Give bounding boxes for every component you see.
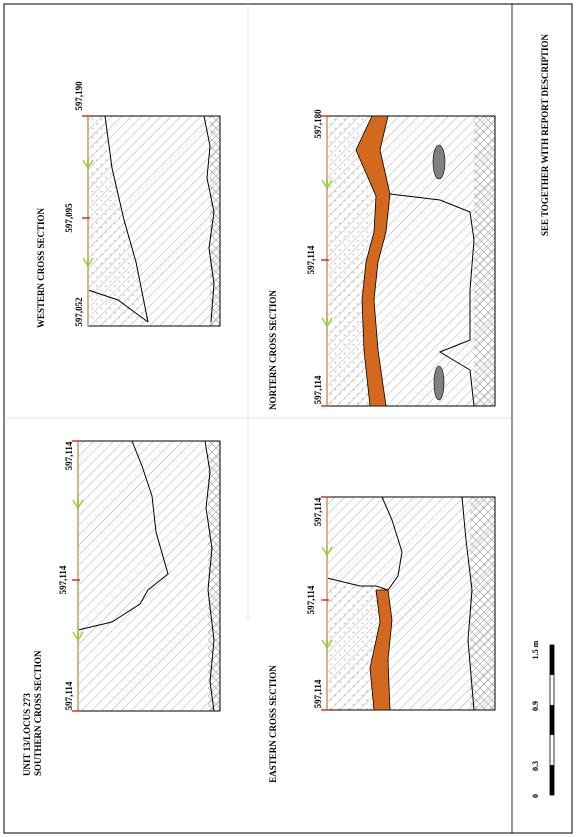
- scale-bar: 0 0.3 0.9 1.5 m: [531, 640, 555, 798]
- western-upper-fill: [88, 116, 148, 322]
- western-elev-left: 597,052: [74, 297, 84, 327]
- northern-elev-right: 597,180: [313, 109, 323, 139]
- eastern-lower-fill: [470, 497, 495, 710]
- eastern-elev-right: 597,114: [313, 497, 323, 526]
- scale-bar-segment: [550, 705, 554, 735]
- northern-boundary-line: [389, 193, 475, 407]
- scale-tick-0: 0: [531, 794, 540, 798]
- scale-bar-segment: [550, 645, 554, 675]
- northern-title: NORTERN CROSS SECTION: [268, 290, 278, 410]
- scale-tick-3: 1.5 m: [531, 640, 540, 659]
- southern-boundary-line: [77, 440, 169, 631]
- southern-elev-left: 597,114: [64, 681, 74, 710]
- eastern-title: EASTERN CROSS SECTION: [268, 665, 278, 783]
- southern-cross-section: UNIT 13/LOCUS 273 SOUTHERN CROSS SECTION…: [22, 440, 221, 776]
- northern-cross-section: NORTERN CROSS SECTION 597,114 597,114 59…: [268, 109, 496, 410]
- scale-tick-1: 0.3: [531, 761, 540, 771]
- northern-lower-fill: [474, 116, 495, 406]
- northern-elev-mid: 597,114: [306, 245, 316, 274]
- scale-bar-segment: [550, 765, 554, 795]
- western-boundary-line: [104, 115, 149, 323]
- sheet-border: [3, 3, 573, 834]
- western-elev-mid: 597,095: [64, 203, 74, 233]
- southern-base-line: [204, 440, 215, 712]
- northern-stone: [433, 365, 445, 401]
- northern-ash-layer: [355, 115, 391, 407]
- eastern-elev-left: 597,114: [313, 679, 323, 708]
- southern-hatch-fill: [78, 441, 220, 711]
- western-lower-fill: [210, 116, 220, 326]
- eastern-elev-mid: 597,114: [306, 585, 316, 614]
- western-cross-section: WESTERN CROSS SECTION 597,052 597,095 59…: [36, 81, 221, 328]
- southern-title-line1: UNIT 13/LOCUS 273: [22, 693, 32, 776]
- eastern-ash-layer: [369, 589, 393, 711]
- southern-lower-fill: [208, 441, 220, 711]
- western-elev-right: 597,190: [74, 81, 84, 111]
- southern-elev-right: 597,114: [64, 441, 74, 470]
- eastern-upper-boundary: [326, 496, 403, 591]
- northern-stone: [432, 144, 446, 180]
- eastern-cross-section: EASTERN CROSS SECTION 597,114 597,114 59…: [268, 496, 496, 783]
- northern-elev-left: 597,114: [313, 375, 323, 404]
- southern-elev-mid: 597,114: [58, 565, 68, 594]
- eastern-base-line: [461, 496, 475, 711]
- report-note: SEE TOGETHER WITH REPORT DESCRIPTION: [540, 33, 550, 236]
- southern-title-line2: SOUTHERN CROSS SECTION: [33, 650, 43, 776]
- scale-tick-2: 0.9: [531, 701, 540, 711]
- western-base-line: [203, 115, 215, 323]
- western-corner-line: [87, 289, 149, 323]
- western-title: WESTERN CROSS SECTION: [36, 207, 46, 328]
